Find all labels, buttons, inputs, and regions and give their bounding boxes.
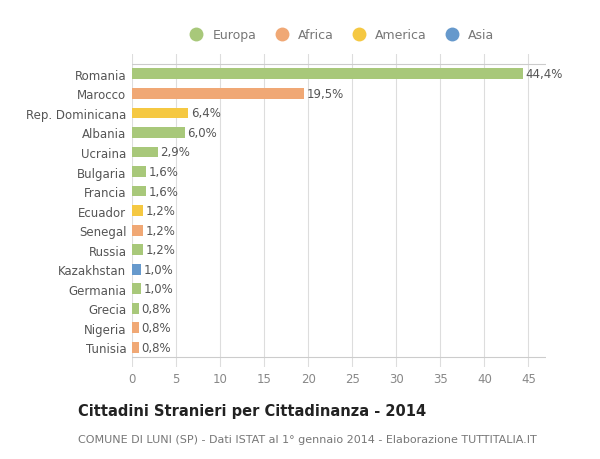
Text: 6,0%: 6,0%	[187, 127, 217, 140]
Text: 1,0%: 1,0%	[143, 263, 173, 276]
Bar	[132, 264, 141, 275]
Text: 1,6%: 1,6%	[149, 185, 179, 198]
Bar	[132, 342, 139, 353]
Text: 1,6%: 1,6%	[149, 166, 179, 179]
Bar	[132, 147, 158, 158]
Bar	[132, 225, 143, 236]
Text: 19,5%: 19,5%	[307, 88, 344, 101]
Text: 1,2%: 1,2%	[145, 244, 175, 257]
Text: 1,2%: 1,2%	[145, 205, 175, 218]
Bar	[132, 206, 143, 217]
Bar	[132, 108, 188, 119]
Text: 2,9%: 2,9%	[160, 146, 190, 159]
Bar	[132, 167, 146, 178]
Bar	[132, 323, 139, 334]
Bar	[132, 245, 143, 256]
Text: 1,0%: 1,0%	[143, 283, 173, 296]
Bar	[132, 69, 523, 80]
Text: 0,8%: 0,8%	[142, 302, 172, 315]
Text: 0,8%: 0,8%	[142, 322, 172, 335]
Bar	[132, 89, 304, 100]
Text: 44,4%: 44,4%	[526, 68, 563, 81]
Text: 0,8%: 0,8%	[142, 341, 172, 354]
Legend: Europa, Africa, America, Asia: Europa, Africa, America, Asia	[179, 24, 499, 47]
Text: 6,4%: 6,4%	[191, 107, 221, 120]
Bar	[132, 128, 185, 139]
Bar	[132, 186, 146, 197]
Text: 1,2%: 1,2%	[145, 224, 175, 237]
Text: Cittadini Stranieri per Cittadinanza - 2014: Cittadini Stranieri per Cittadinanza - 2…	[78, 403, 426, 419]
Bar	[132, 303, 139, 314]
Bar	[132, 284, 141, 295]
Text: COMUNE DI LUNI (SP) - Dati ISTAT al 1° gennaio 2014 - Elaborazione TUTTITALIA.IT: COMUNE DI LUNI (SP) - Dati ISTAT al 1° g…	[78, 434, 537, 443]
